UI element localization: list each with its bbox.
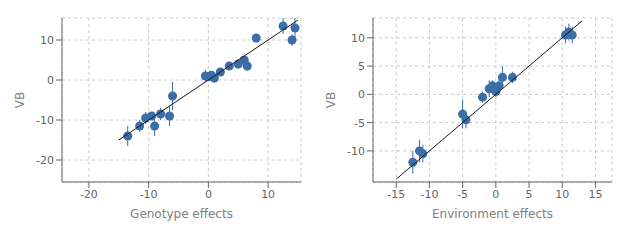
svg-text:15: 15 bbox=[588, 188, 602, 201]
svg-text:VB: VB bbox=[324, 92, 338, 108]
svg-text:-20: -20 bbox=[36, 154, 54, 167]
svg-text:-10: -10 bbox=[420, 188, 438, 201]
svg-text:0: 0 bbox=[47, 74, 54, 87]
svg-text:Genotype effects: Genotype effects bbox=[130, 207, 233, 221]
svg-text:10: 10 bbox=[555, 188, 569, 201]
svg-text:5: 5 bbox=[358, 60, 365, 73]
svg-text:-20: -20 bbox=[80, 188, 98, 201]
svg-text:0: 0 bbox=[358, 88, 365, 101]
svg-text:5: 5 bbox=[526, 188, 533, 201]
svg-text:VB: VB bbox=[13, 92, 27, 108]
svg-text:0: 0 bbox=[492, 188, 499, 201]
svg-text:10: 10 bbox=[351, 32, 365, 45]
svg-text:10: 10 bbox=[40, 34, 54, 47]
svg-text:-10: -10 bbox=[347, 145, 365, 158]
svg-text:-5: -5 bbox=[354, 117, 365, 130]
svg-text:Environment effects: Environment effects bbox=[432, 207, 553, 221]
svg-text:-10: -10 bbox=[140, 188, 158, 201]
svg-text:-5: -5 bbox=[457, 188, 468, 201]
svg-text:-10: -10 bbox=[36, 114, 54, 127]
svg-text:-15: -15 bbox=[387, 188, 405, 201]
svg-text:10: 10 bbox=[261, 188, 275, 201]
svg-text:0: 0 bbox=[205, 188, 212, 201]
